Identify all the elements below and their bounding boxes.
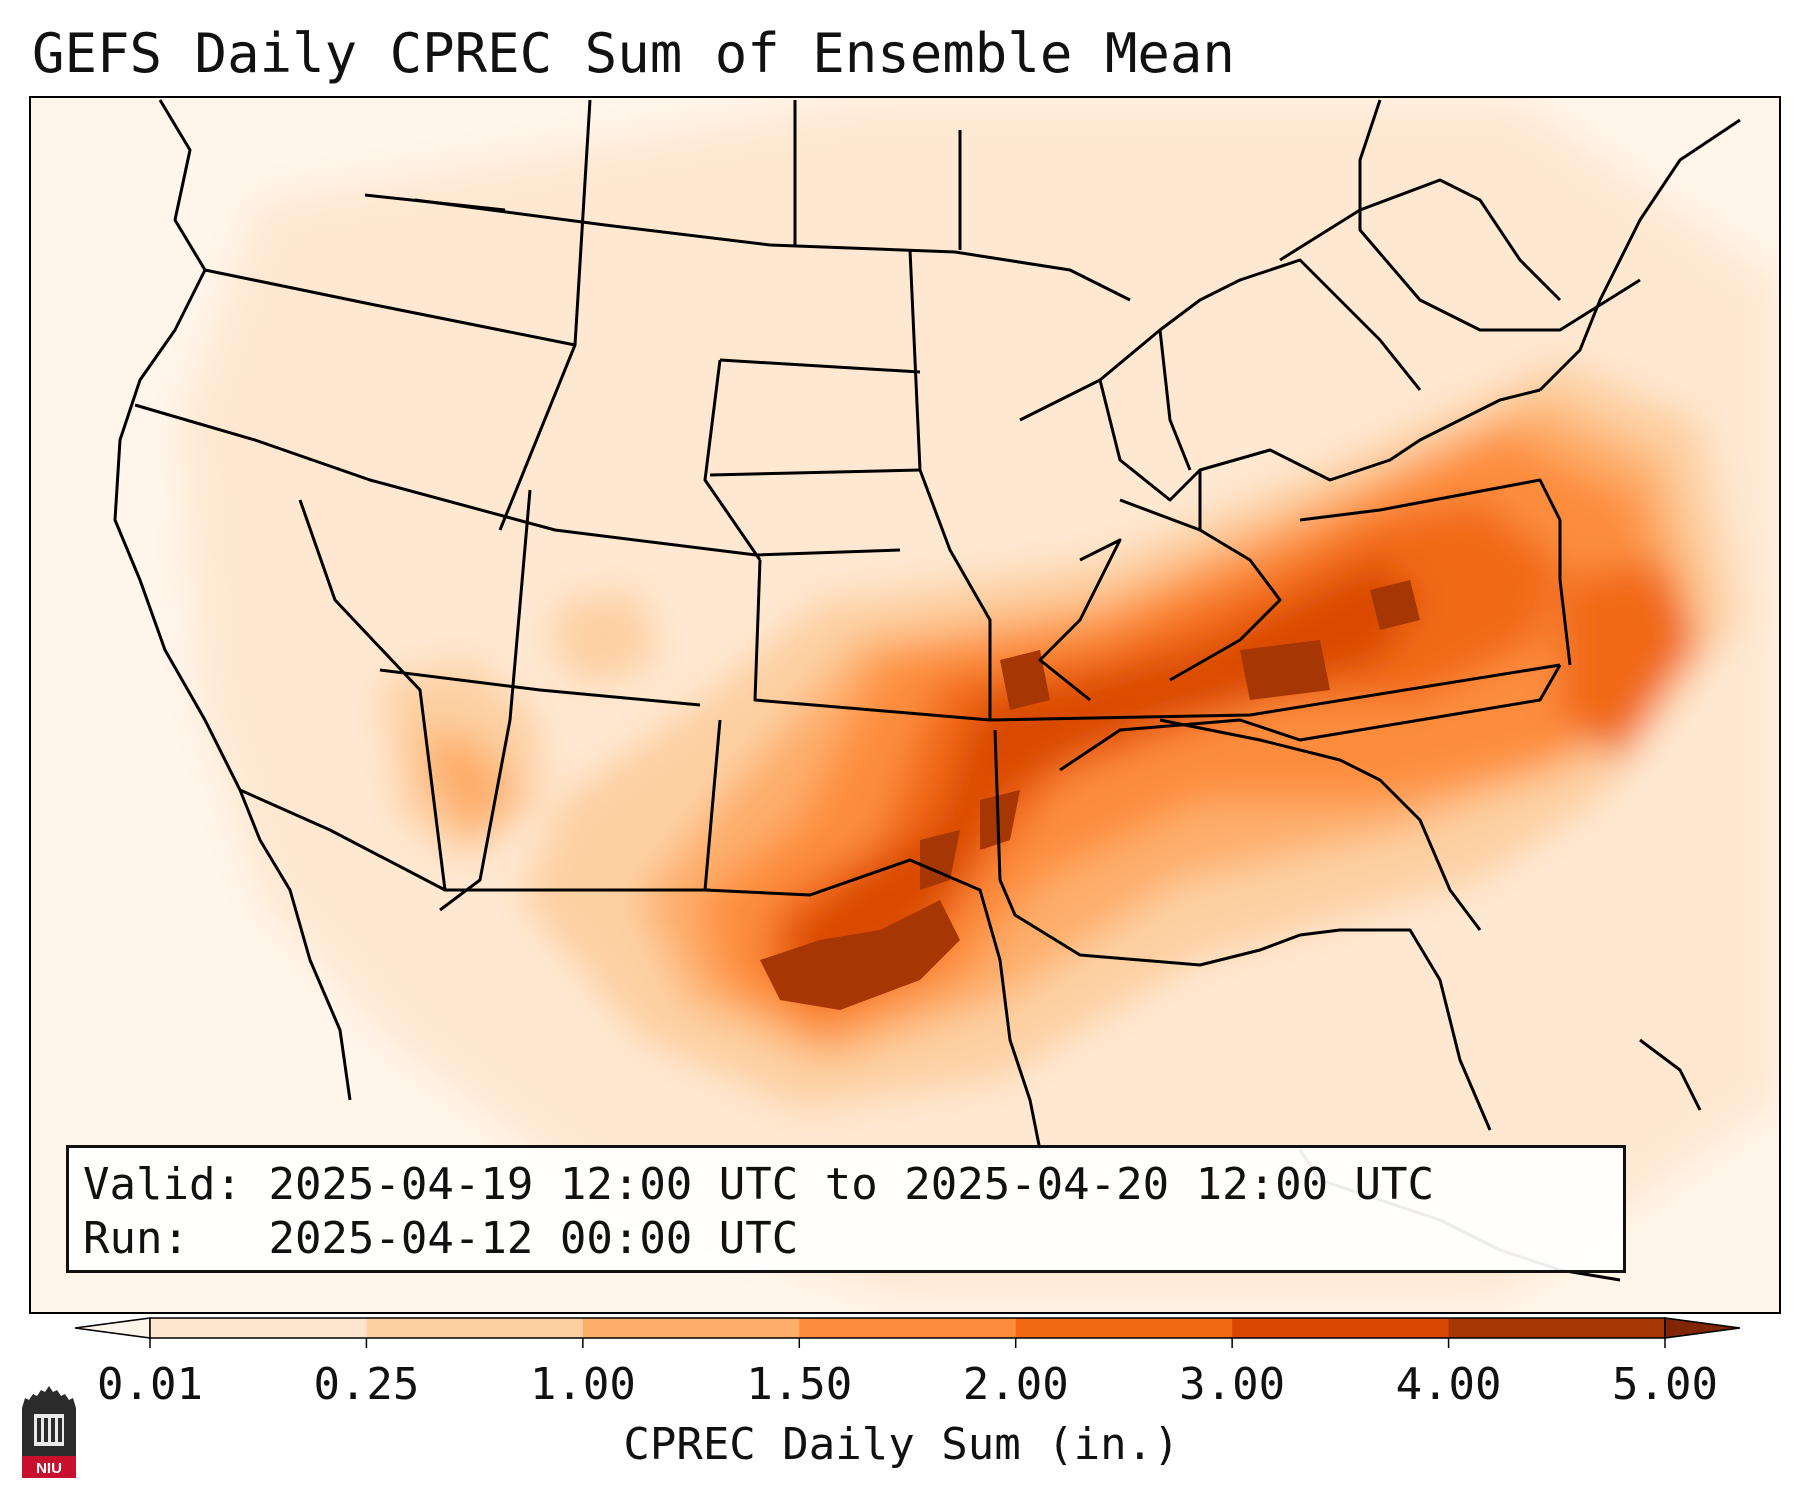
coastlines-and-borders bbox=[113, 99, 1741, 1282]
map-frame bbox=[29, 96, 1781, 1314]
colorbar-extension-under bbox=[74, 1317, 151, 1339]
colorbar-segment bbox=[799, 1318, 1017, 1338]
colorbar-tick-label: 4.00 bbox=[1395, 1359, 1502, 1410]
valid-label: Valid: bbox=[83, 1159, 242, 1210]
run-label: Run: bbox=[83, 1213, 189, 1264]
colorbar-extension-over bbox=[1664, 1317, 1741, 1339]
colorbar-title: CPREC Daily Sum (in.) bbox=[623, 1419, 1180, 1470]
colorbar-segment bbox=[366, 1318, 584, 1338]
colorbar-tick-label: 1.50 bbox=[746, 1359, 853, 1410]
niu-logo: NIU bbox=[22, 1386, 76, 1478]
colorbar-segment bbox=[1232, 1318, 1450, 1338]
colorbar-segment bbox=[150, 1318, 367, 1338]
colorbar-outline bbox=[149, 1317, 1666, 1339]
peak-precipitation-cells bbox=[760, 580, 1420, 1010]
colorbar-segment bbox=[1448, 1318, 1666, 1338]
colorbar-tick-label: 0.01 bbox=[97, 1359, 203, 1410]
colorbar-segment bbox=[582, 1318, 800, 1338]
run-time: 2025-04-12 00:00 UTC bbox=[268, 1213, 799, 1264]
precipitation-field bbox=[30, 97, 1780, 1313]
colorbar-tick-label: 0.25 bbox=[313, 1359, 420, 1410]
colorbar-tick-label: 1.00 bbox=[529, 1359, 636, 1410]
colorbar-tick-label: 2.00 bbox=[962, 1359, 1069, 1410]
valid-run-info-box: Valid: 2025-04-19 12:00 UTC to 2025-04-2… bbox=[66, 1145, 1626, 1273]
svg-text:NIU: NIU bbox=[36, 1460, 62, 1477]
valid-time: 2025-04-19 12:00 UTC to 2025-04-20 12:00… bbox=[268, 1159, 1435, 1210]
colorbar-tick-label: 5.00 bbox=[1612, 1359, 1718, 1410]
page-title: GEFS Daily CPREC Sum of Ensemble Mean bbox=[32, 22, 1235, 85]
colorbar-segment bbox=[1015, 1318, 1233, 1338]
colorbar bbox=[74, 1317, 1741, 1348]
colorbar-tick-label: 3.00 bbox=[1179, 1359, 1286, 1410]
